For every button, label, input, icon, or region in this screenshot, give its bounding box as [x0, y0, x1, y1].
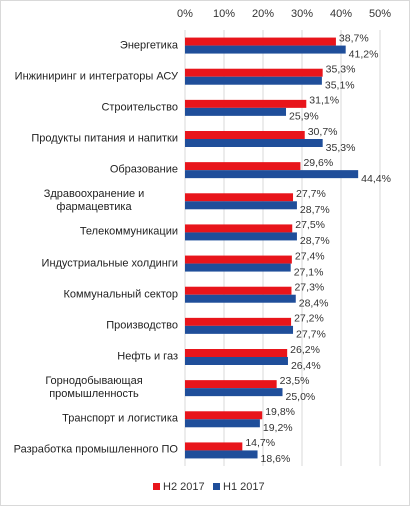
x-tick-label: 40% [330, 8, 352, 20]
value-label: 27,7% [296, 188, 326, 200]
category-label: Инжиниринг и интеграторы АСУ [14, 70, 178, 83]
bar [185, 201, 297, 210]
value-label: 27,2% [294, 313, 324, 325]
value-label: 14,7% [245, 437, 275, 449]
bar [185, 131, 305, 139]
bar [185, 263, 291, 272]
value-label: 28,4% [299, 297, 329, 309]
category-label: Нефть и газ [117, 350, 178, 363]
category-label: Здравоохранение и фармацевтика [43, 188, 145, 214]
category-label: Продукты питания и напитки [31, 132, 178, 145]
bar [185, 286, 292, 295]
value-label: 19,2% [263, 422, 293, 434]
value-label: 35,1% [325, 79, 355, 91]
value-label: 27,3% [294, 281, 324, 293]
legend-swatch [153, 483, 160, 490]
category-label: Транспорт и логистика [62, 412, 178, 425]
value-label: 26,2% [290, 344, 320, 356]
category-label: Образование [109, 163, 178, 176]
x-tick-label: 20% [252, 8, 274, 20]
bar [185, 139, 323, 147]
value-label: 38,7% [339, 32, 369, 44]
value-label: 28,7% [300, 235, 330, 247]
value-label: 27,4% [295, 250, 325, 262]
bar [185, 76, 322, 85]
value-label: 35,3% [326, 63, 356, 75]
legend-label: H1 2017 [223, 481, 265, 493]
value-label: 35,3% [326, 142, 356, 154]
bar [185, 255, 292, 264]
value-label: 27,7% [296, 329, 326, 341]
value-label: 30,7% [308, 126, 338, 138]
bar [185, 349, 288, 357]
value-label: 41,2% [349, 48, 379, 60]
bar [185, 419, 260, 428]
value-label: 25,0% [286, 391, 316, 403]
value-label: 28,7% [300, 204, 330, 216]
x-tick-label: 10% [213, 8, 235, 20]
value-label: 27,5% [295, 219, 325, 231]
category-label: Энергетика [119, 39, 178, 52]
bar [185, 450, 258, 459]
bar [185, 45, 346, 54]
value-label: 31,1% [309, 95, 339, 107]
bar [185, 107, 287, 116]
value-label: 29,6% [303, 157, 333, 169]
category-label: Строительство [101, 101, 178, 114]
bar [185, 170, 359, 179]
value-label: 25,9% [289, 111, 319, 123]
bar [185, 442, 243, 451]
category-label: Индустриальные холдинги [41, 257, 178, 270]
category-label: Производство [106, 319, 178, 332]
value-label: 18,6% [261, 453, 291, 465]
legend-label: H2 2017 [163, 481, 205, 493]
x-tick-label: 50% [369, 8, 391, 20]
category-label: Разработка промышленного ПО [13, 443, 178, 456]
category-label: Коммунальный сектор [63, 288, 178, 301]
value-label: 27,1% [294, 266, 324, 278]
bar [185, 357, 288, 365]
bar [185, 224, 293, 233]
bar [185, 411, 263, 420]
bar [185, 68, 323, 77]
bar [185, 162, 301, 171]
x-tick-label: 30% [291, 8, 313, 20]
category-label: Горнодобывающая промышленность [45, 375, 143, 401]
bar [185, 294, 296, 303]
bar [185, 317, 292, 326]
bar [185, 99, 307, 108]
value-label: 26,4% [291, 360, 321, 372]
bar [185, 37, 336, 46]
bar [185, 232, 297, 241]
value-label: 44,4% [361, 173, 391, 185]
x-tick-label: 0% [177, 8, 193, 20]
bar [185, 388, 283, 397]
value-label: 19,8% [265, 406, 295, 418]
bar [185, 325, 294, 334]
legend-swatch [213, 483, 220, 490]
category-label: Телекоммуникации [79, 225, 178, 238]
value-label: 23,5% [280, 375, 310, 387]
bar [185, 380, 277, 389]
bar [185, 193, 294, 202]
